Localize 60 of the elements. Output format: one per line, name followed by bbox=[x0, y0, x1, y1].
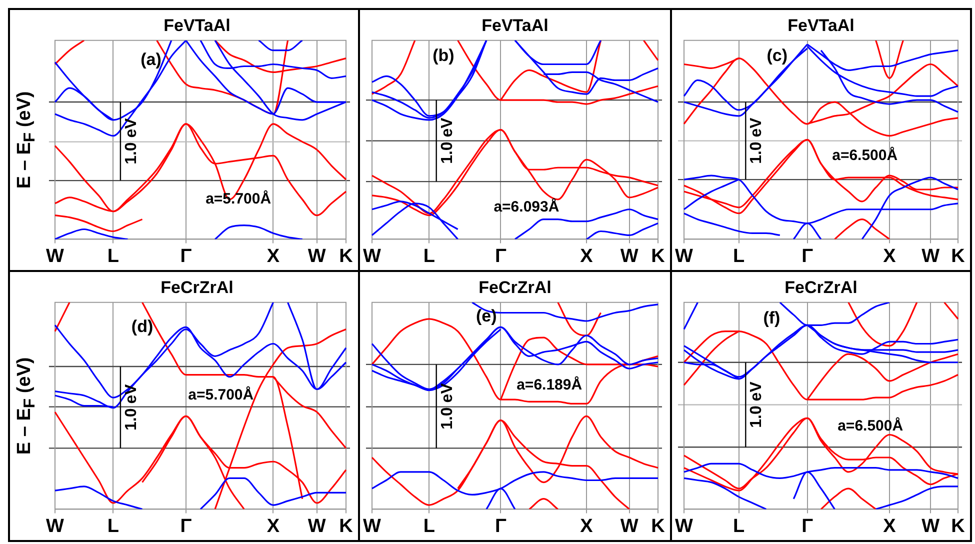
x-tick-label: W bbox=[675, 516, 694, 537]
chart-title: FeVTaAl bbox=[482, 16, 548, 35]
x-tick-label: K bbox=[651, 246, 666, 267]
chart-title: FeCrZrAl bbox=[160, 278, 234, 297]
x-tick-label: W bbox=[363, 516, 382, 537]
annotation: 1.0 eV bbox=[438, 382, 456, 430]
x-tick-label: L bbox=[107, 516, 120, 537]
x-tick-label: X bbox=[580, 516, 594, 537]
x-tick-label: L bbox=[107, 246, 120, 267]
chart-title: FeVTaAl bbox=[164, 16, 230, 35]
annotation: (c) bbox=[766, 46, 788, 65]
annotation: a=5.700Å bbox=[188, 386, 254, 404]
x-tick-label: L bbox=[423, 516, 436, 537]
x-tick-label: W bbox=[922, 246, 940, 267]
x-tick-label: W bbox=[675, 246, 694, 267]
x-tick-label: W bbox=[308, 246, 326, 267]
x-tick-label: X bbox=[266, 516, 280, 537]
annotation: a=6.189Å bbox=[516, 375, 582, 394]
x-tick-label: W bbox=[46, 516, 64, 537]
x-tick-label: K bbox=[339, 516, 354, 537]
chart-title: FeCrZrAl bbox=[784, 278, 858, 297]
annotation: (f) bbox=[763, 308, 780, 328]
annotation: 1.0 eV bbox=[748, 381, 766, 428]
x-tick-label: W bbox=[620, 246, 638, 267]
x-tick-label: Γ bbox=[802, 516, 814, 537]
annotation: 1.0 eV bbox=[122, 118, 140, 164]
x-tick-label: W bbox=[46, 246, 64, 267]
x-tick-label: X bbox=[580, 246, 594, 267]
annotation: a=6.093Å bbox=[494, 198, 560, 216]
x-tick-label: W bbox=[620, 516, 638, 537]
x-tick-label: L bbox=[423, 246, 436, 267]
annotation: a=5.700Å bbox=[206, 190, 272, 208]
annotation: (b) bbox=[432, 46, 454, 65]
annotation: (e) bbox=[476, 306, 497, 326]
annotation: 1.0 eV bbox=[438, 117, 456, 164]
x-tick-label: W bbox=[922, 516, 940, 537]
x-tick-label: W bbox=[363, 246, 382, 267]
x-tick-label: X bbox=[883, 246, 896, 267]
chart-title: FeCrZrAl bbox=[478, 278, 552, 297]
chart-title: FeVTaAl bbox=[788, 16, 854, 35]
annotation: a=6.500Å bbox=[832, 146, 898, 164]
annotation: (d) bbox=[131, 316, 154, 336]
x-tick-label: Γ bbox=[494, 516, 507, 537]
x-tick-label: K bbox=[651, 516, 666, 537]
x-tick-label: X bbox=[266, 246, 280, 267]
annotation: 1.0 eV bbox=[122, 384, 140, 430]
x-tick-label: W bbox=[308, 516, 326, 537]
x-tick-label: X bbox=[883, 516, 896, 537]
x-tick-label: K bbox=[951, 516, 966, 537]
x-tick-label: L bbox=[732, 516, 745, 537]
x-tick-label: Γ bbox=[494, 246, 507, 267]
annotation: a=6.500Å bbox=[838, 416, 904, 435]
x-tick-label: K bbox=[339, 246, 354, 267]
x-tick-label: L bbox=[732, 246, 745, 267]
x-tick-label: Γ bbox=[802, 246, 814, 267]
annotation: 1.0 eV bbox=[748, 117, 766, 164]
x-tick-label: Γ bbox=[180, 246, 192, 267]
annotation: (a) bbox=[140, 50, 162, 69]
x-tick-label: Γ bbox=[180, 516, 192, 537]
x-tick-label: K bbox=[951, 246, 966, 267]
